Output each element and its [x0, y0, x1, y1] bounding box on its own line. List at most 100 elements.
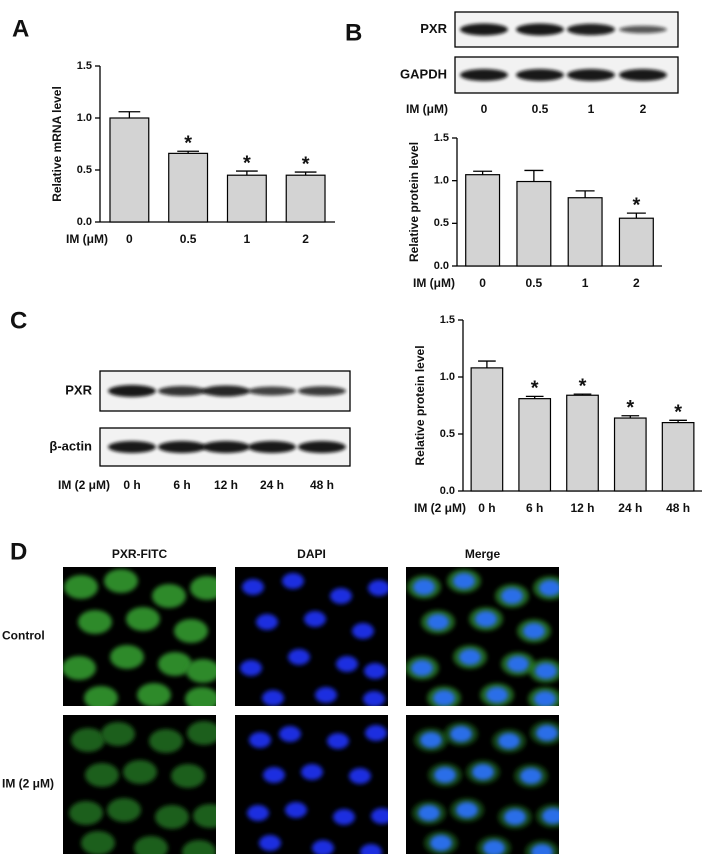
column-title: DAPI [297, 547, 326, 561]
x-tick-label: 1 [582, 276, 589, 290]
nucleus [288, 649, 310, 665]
blot-band [460, 23, 508, 36]
error-bar [118, 111, 141, 118]
cell [84, 686, 118, 706]
blot-band [516, 23, 564, 36]
row-label: IM (2 μM) [2, 777, 54, 791]
cell [81, 831, 115, 854]
significance-mark: * [579, 375, 587, 397]
y-tick-label: 1.5 [434, 132, 449, 144]
nucleus [430, 835, 452, 851]
y-tick-label: 0.5 [440, 428, 455, 440]
blot-band [619, 25, 667, 34]
cell [126, 607, 160, 631]
blot-lane-label: 24 h [260, 478, 284, 492]
y-tick-label: 1.5 [440, 314, 455, 326]
bar [285, 174, 326, 223]
blot-row-label: PXR [420, 21, 447, 36]
x-axis-label: IM (μM) [413, 276, 455, 290]
column-title: PXR-FITC [112, 547, 168, 561]
nucleus [433, 690, 455, 706]
cell [101, 722, 135, 746]
y-tick-label: 1.0 [440, 371, 455, 383]
error-bar [626, 212, 646, 219]
significance-mark: * [302, 153, 310, 175]
blot-band [158, 386, 206, 396]
cell [85, 763, 119, 787]
panel-label: A [12, 15, 29, 42]
nucleus [279, 726, 301, 742]
x-tick-label: 0 h [478, 501, 495, 515]
panel-label: C [10, 307, 27, 334]
cell [186, 659, 216, 683]
y-axis-label: Relative protein level [413, 345, 427, 465]
panel-label: D [10, 538, 27, 565]
nucleus [420, 732, 442, 748]
nucleus [249, 732, 271, 748]
y-tick-label: 1.5 [77, 60, 92, 72]
nucleus [282, 573, 304, 589]
x-tick-label: 2 [633, 276, 640, 290]
cell [182, 840, 216, 854]
blot-lane-label: 2 [640, 102, 647, 116]
blot-band [298, 441, 346, 453]
y-tick-label: 1.0 [434, 175, 449, 187]
nucleus [247, 805, 269, 821]
nucleus [507, 656, 529, 672]
error-bar [294, 171, 317, 176]
cell [69, 801, 103, 825]
blot-row-label: PXR [65, 382, 92, 397]
blot-band [460, 69, 508, 81]
nucleus [520, 768, 542, 784]
cell [155, 805, 189, 829]
nucleus [498, 733, 520, 749]
y-tick-label: 0.0 [440, 485, 455, 497]
nucleus [285, 802, 307, 818]
bar [109, 117, 150, 223]
bar [516, 180, 552, 267]
micrograph [406, 715, 559, 854]
bar [566, 394, 599, 492]
cell [78, 610, 112, 634]
blot-band [248, 441, 296, 453]
bar [465, 174, 501, 267]
micrograph [63, 715, 216, 854]
nucleus [456, 802, 478, 818]
nucleus [336, 656, 358, 672]
nucleus [242, 579, 264, 595]
nucleus [352, 623, 374, 639]
error-bar [669, 419, 687, 423]
significance-mark: * [184, 133, 192, 155]
nucleus [411, 660, 433, 676]
cells [247, 725, 388, 854]
cell [187, 721, 216, 745]
significance-mark: * [632, 194, 640, 216]
x-tick-label: 12 h [570, 501, 594, 515]
x-tick-label: 0 [479, 276, 486, 290]
nucleus [365, 725, 387, 741]
nucleus [535, 663, 557, 679]
y-tick-label: 0.5 [77, 164, 92, 176]
blot-lane-label: 0 [481, 102, 488, 116]
nucleus [315, 687, 337, 703]
blot-x-label: IM (μM) [406, 102, 448, 116]
cell [171, 764, 205, 788]
nucleus [501, 588, 523, 604]
nucleus [453, 573, 475, 589]
nucleus [450, 726, 472, 742]
bar [613, 417, 647, 492]
cells [412, 721, 559, 854]
nucleus [504, 809, 526, 825]
nucleus [301, 764, 323, 780]
nucleus [531, 844, 553, 854]
y-axis-label: Relative mRNA level [50, 86, 64, 202]
x-axis-label: IM (2 μM) [414, 501, 466, 515]
bar [226, 174, 267, 223]
blot-band [298, 386, 346, 396]
nucleus [327, 733, 349, 749]
bar [168, 152, 209, 223]
cell [123, 760, 157, 784]
cell [158, 652, 192, 676]
cell [104, 569, 138, 593]
micrograph [406, 567, 559, 706]
